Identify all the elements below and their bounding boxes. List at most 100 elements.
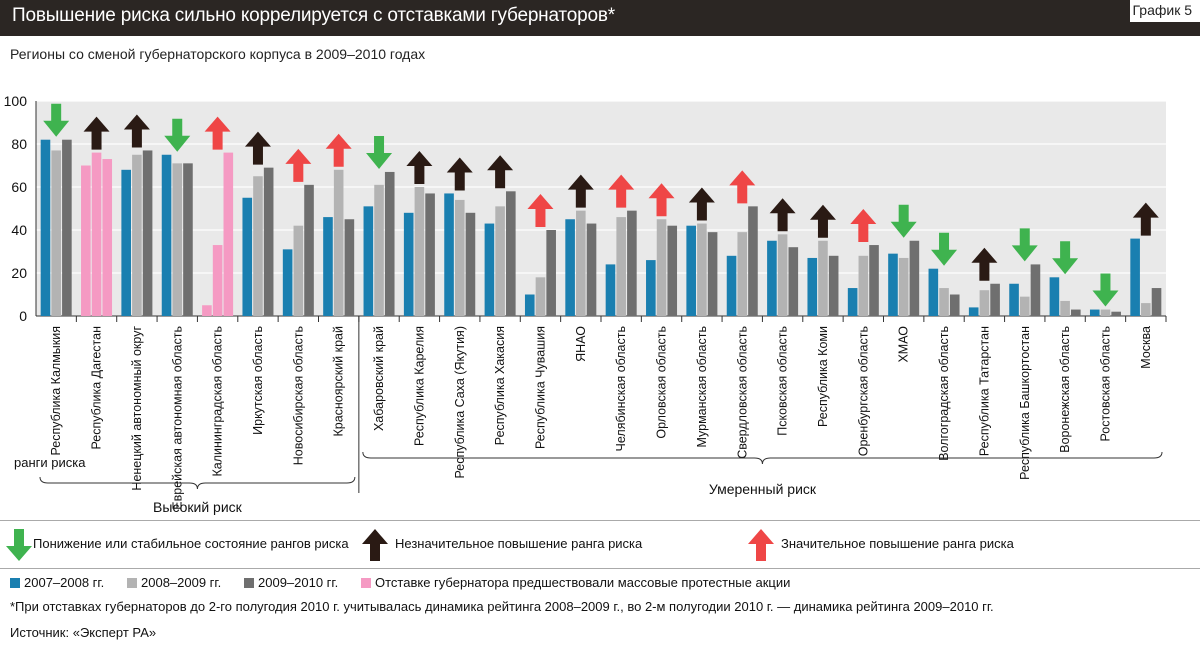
- bar: [1130, 238, 1140, 316]
- y-tick-label: 80: [11, 136, 27, 152]
- category-label: Воронежская область: [1058, 326, 1072, 453]
- group-label: Умеренный риск: [709, 481, 817, 497]
- y-tick-label: 40: [11, 222, 27, 238]
- bar: [968, 307, 979, 316]
- bar: [524, 294, 535, 316]
- black-arrow-icon: [688, 187, 715, 221]
- chart-title: Повышение риска сильно коррелируется с о…: [12, 5, 615, 26]
- bar: [697, 223, 707, 316]
- green-arrow-icon: [1092, 273, 1119, 307]
- category-label: Республика Коми: [816, 326, 830, 427]
- bar: [777, 234, 788, 316]
- bar: [363, 206, 374, 316]
- bar: [869, 245, 879, 316]
- legend-protest-swatch: [361, 578, 371, 588]
- category-label: Республика Карелия: [412, 326, 426, 446]
- bar: [1111, 311, 1121, 316]
- category-label: Свердловская область: [735, 326, 749, 459]
- legend-black-label: Незначительное повышение ранга риска: [395, 536, 643, 551]
- bar: [686, 225, 696, 316]
- legend-red-label: Значительное повышение ранга риска: [781, 536, 1014, 551]
- red-arrow-icon: [285, 148, 312, 182]
- bar: [121, 169, 131, 316]
- black-arrow-icon: [446, 157, 473, 191]
- legend-green-label: Понижение или стабильное состояние ранго…: [33, 536, 349, 551]
- bar: [646, 260, 656, 316]
- y-tick-label: 60: [11, 179, 27, 195]
- chart-number-badge: График 5: [1130, 0, 1200, 22]
- red-arrow-icon: [204, 116, 231, 150]
- bar: [40, 139, 51, 316]
- bar: [142, 150, 153, 316]
- bar: [161, 154, 172, 316]
- category-label: Хабаровский край: [372, 326, 386, 431]
- red-arrow-icon: [608, 174, 635, 208]
- bar: [212, 245, 223, 316]
- bar: [384, 171, 395, 316]
- bar: [454, 199, 465, 316]
- category-label: Республика Чувашия: [533, 326, 547, 449]
- bar: [403, 212, 414, 316]
- category-label: Республика Татарстан: [977, 326, 991, 456]
- arrow-legend: Понижение или стабильное состояние ранго…: [0, 527, 1200, 567]
- bar: [535, 277, 546, 316]
- bar: [62, 139, 72, 316]
- bar: [1049, 277, 1060, 316]
- bar: [263, 167, 274, 316]
- black-arrow-icon: [1132, 202, 1159, 236]
- bar: [1089, 309, 1100, 316]
- bar: [51, 150, 61, 316]
- legend-series-3-label: 2009–2010 гг.: [258, 575, 339, 590]
- bar: [344, 219, 355, 316]
- green-arrow-icon: [164, 118, 191, 152]
- bar: [1019, 296, 1030, 316]
- bar: [888, 253, 898, 316]
- bar: [333, 169, 344, 316]
- category-label: Москва: [1139, 326, 1153, 369]
- category-label: Иркутская область: [251, 326, 265, 435]
- bar: [565, 219, 575, 316]
- bar: [737, 232, 748, 316]
- category-label: Мурманская область: [695, 326, 709, 448]
- bar: [102, 159, 113, 316]
- bar: [1071, 309, 1081, 316]
- category-label: Ростовская область: [1098, 326, 1112, 442]
- category-label: Республика Хакасия: [493, 326, 507, 445]
- bar: [1151, 288, 1162, 316]
- bar: [616, 217, 626, 316]
- bar: [132, 154, 142, 316]
- bar: [253, 176, 263, 316]
- legend-series-2-label: 2008–2009 гг.: [141, 575, 222, 590]
- category-label: Республика Дагестан: [90, 326, 104, 450]
- bar: [726, 255, 737, 316]
- legend-series-1-label: 2007–2008 гг.: [24, 575, 105, 590]
- series-legend: 2007–2008 гг. 2008–2009 гг. 2009–2010 гг…: [0, 575, 1200, 593]
- category-label: Псковская область: [776, 326, 790, 436]
- bar: [586, 223, 597, 316]
- category-label: Волгоградская область: [937, 326, 951, 461]
- category-label: Новосибирская область: [291, 326, 305, 465]
- bar: [707, 232, 718, 316]
- black-arrow-icon: [244, 131, 271, 165]
- bar: [990, 283, 1000, 316]
- category-label: Орловская область: [655, 326, 669, 439]
- bar: [828, 255, 839, 316]
- bar: [627, 210, 637, 316]
- bar: [858, 255, 869, 316]
- black-arrow-icon: [83, 116, 110, 150]
- category-label: Красноярский край: [332, 326, 346, 437]
- bar: [979, 290, 990, 316]
- bar: [576, 210, 586, 316]
- bar: [546, 230, 556, 316]
- footnote: *При отставках губернаторов до 2-го полу…: [10, 599, 994, 614]
- green-arrow-icon: [366, 135, 393, 169]
- bar: [1141, 303, 1151, 316]
- green-arrow-icon: [1052, 241, 1079, 275]
- chart-subtitle: Регионы со сменой губернаторского корпус…: [10, 46, 426, 62]
- legend-series-2: 2008–2009 гг.: [127, 575, 221, 590]
- bar: [939, 288, 949, 316]
- bar: [1100, 309, 1111, 316]
- black-arrow-icon: [567, 174, 594, 208]
- bar: [909, 240, 920, 316]
- bar: [495, 206, 505, 316]
